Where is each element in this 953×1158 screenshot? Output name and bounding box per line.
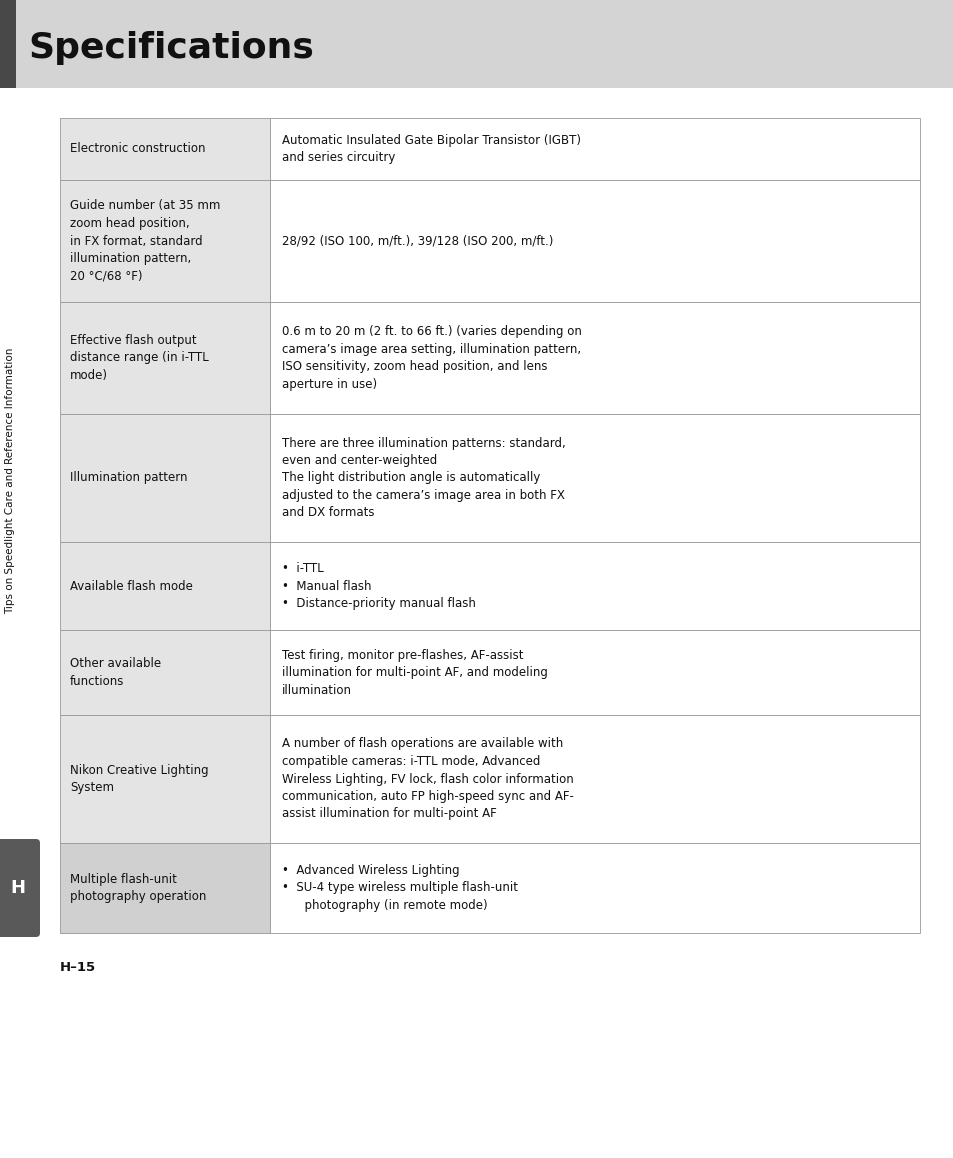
FancyBboxPatch shape: [270, 118, 919, 179]
FancyBboxPatch shape: [0, 0, 16, 88]
Text: Other available
functions: Other available functions: [70, 658, 161, 688]
Text: Test firing, monitor pre-flashes, AF-assist
illumination for multi-point AF, and: Test firing, monitor pre-flashes, AF-ass…: [282, 648, 547, 696]
Text: Specifications: Specifications: [28, 31, 314, 65]
Text: H: H: [10, 879, 26, 897]
FancyBboxPatch shape: [60, 843, 270, 933]
Text: Multiple flash-unit
photography operation: Multiple flash-unit photography operatio…: [70, 873, 206, 903]
Text: •  Advanced Wireless Lighting
•  SU-4 type wireless multiple flash-unit
      ph: • Advanced Wireless Lighting • SU-4 type…: [282, 864, 517, 913]
FancyBboxPatch shape: [0, 0, 953, 88]
FancyBboxPatch shape: [60, 630, 270, 714]
FancyBboxPatch shape: [60, 118, 270, 179]
FancyBboxPatch shape: [0, 840, 40, 937]
FancyBboxPatch shape: [270, 630, 919, 714]
FancyBboxPatch shape: [60, 302, 270, 415]
Text: Tips on Speedlight Care and Reference Information: Tips on Speedlight Care and Reference In…: [5, 347, 15, 614]
FancyBboxPatch shape: [60, 415, 270, 542]
Text: •  i-TTL
•  Manual flash
•  Distance-priority manual flash: • i-TTL • Manual flash • Distance-priori…: [282, 562, 476, 610]
Text: Illumination pattern: Illumination pattern: [70, 471, 188, 484]
Text: A number of flash operations are available with
compatible cameras: i-TTL mode, : A number of flash operations are availab…: [282, 738, 574, 821]
Text: Electronic construction: Electronic construction: [70, 142, 205, 155]
FancyBboxPatch shape: [270, 179, 919, 302]
Text: Automatic Insulated Gate Bipolar Transistor (IGBT)
and series circuitry: Automatic Insulated Gate Bipolar Transis…: [282, 134, 580, 164]
FancyBboxPatch shape: [270, 415, 919, 542]
Text: Available flash mode: Available flash mode: [70, 579, 193, 593]
FancyBboxPatch shape: [270, 843, 919, 933]
FancyBboxPatch shape: [60, 179, 270, 302]
Text: H–15: H–15: [60, 961, 96, 974]
Text: There are three illumination patterns: standard,
even and center-weighted
The li: There are three illumination patterns: s…: [282, 437, 565, 520]
FancyBboxPatch shape: [60, 542, 270, 630]
Text: 0.6 m to 20 m (2 ft. to 66 ft.) (varies depending on
camera’s image area setting: 0.6 m to 20 m (2 ft. to 66 ft.) (varies …: [282, 325, 581, 390]
Text: 28/92 (ISO 100, m/ft.), 39/128 (ISO 200, m/ft.): 28/92 (ISO 100, m/ft.), 39/128 (ISO 200,…: [282, 235, 553, 248]
Text: Guide number (at 35 mm
zoom head position,
in FX format, standard
illumination p: Guide number (at 35 mm zoom head positio…: [70, 199, 220, 283]
FancyBboxPatch shape: [60, 714, 270, 843]
FancyBboxPatch shape: [270, 714, 919, 843]
Text: Effective flash output
distance range (in i-TTL
mode): Effective flash output distance range (i…: [70, 334, 209, 382]
FancyBboxPatch shape: [270, 542, 919, 630]
FancyBboxPatch shape: [270, 302, 919, 415]
Text: Nikon Creative Lighting
System: Nikon Creative Lighting System: [70, 764, 209, 794]
